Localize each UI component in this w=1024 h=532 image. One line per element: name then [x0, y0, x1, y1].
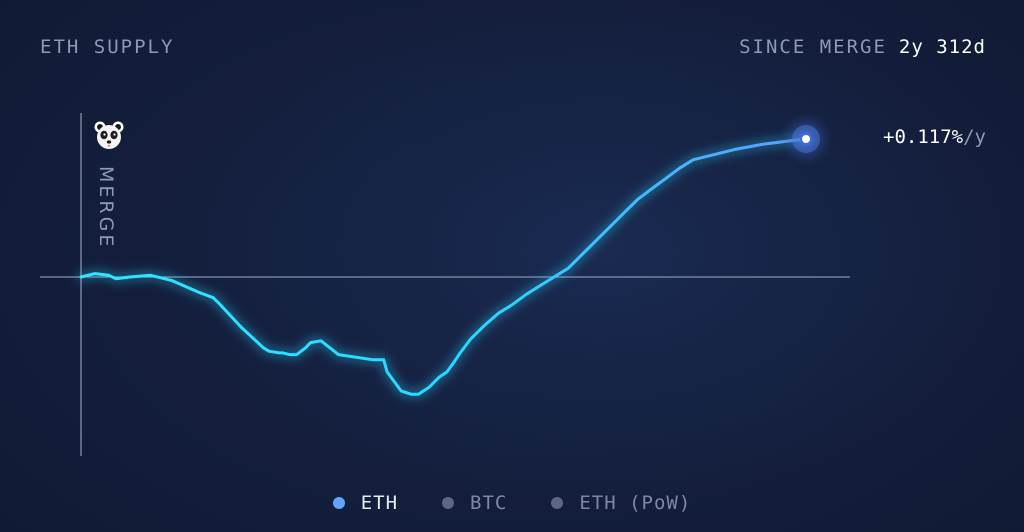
eth-data-point — [525, 293, 527, 295]
since-merge-value: 2y 312d — [898, 36, 986, 58]
eth-data-point — [386, 371, 388, 373]
legend-item-btc[interactable]: BTC — [442, 492, 507, 514]
eth-data-point — [762, 143, 764, 145]
legend-label-eth-pow: ETH (PoW) — [579, 492, 692, 514]
eth-supply-line-glow — [76, 134, 811, 399]
eth-data-point — [198, 291, 200, 293]
eth-data-point — [417, 393, 419, 395]
eth-data-point — [278, 352, 280, 354]
eth-data-point — [212, 297, 214, 299]
eth-data-point — [129, 276, 131, 278]
eth-dot-icon — [332, 497, 345, 509]
supply-growth-rate: +0.117%/y — [883, 126, 986, 148]
eth-data-point — [678, 167, 680, 169]
eth-data-point — [497, 312, 499, 314]
eth-data-point — [459, 352, 461, 354]
end-point-marker[interactable] — [800, 133, 812, 145]
eth-data-points — [80, 138, 807, 396]
eth-data-point — [94, 272, 96, 274]
eth-data-point — [623, 212, 625, 214]
eth-data-point — [428, 386, 430, 388]
since-merge-label: SINCE MERGE — [739, 36, 887, 58]
eth-data-point — [511, 303, 513, 305]
eth-data-point — [567, 267, 569, 269]
eth-data-point — [446, 371, 448, 373]
btc-dot-icon — [442, 497, 455, 509]
panda-icon — [94, 121, 124, 149]
time-frame-readout[interactable]: SINCE MERGE 2y 312d — [739, 36, 986, 58]
chart-legend: ETH BTC ETH (PoW) — [0, 492, 1024, 514]
eth-data-point — [692, 159, 694, 161]
eth-supply-line[interactable] — [79, 137, 808, 396]
eth-data-point — [706, 155, 708, 157]
chart-title: ETH SUPPLY — [40, 36, 175, 58]
legend-item-eth[interactable]: ETH — [332, 492, 399, 514]
eth-data-point — [452, 362, 454, 364]
eth-data-point — [400, 390, 402, 392]
eth-data-point — [602, 233, 604, 235]
merge-label: MERGE — [95, 166, 117, 249]
eth-data-point — [219, 303, 221, 305]
eth-data-point — [240, 326, 242, 328]
eth-data-point — [309, 341, 311, 343]
eth-data-point — [372, 359, 374, 361]
eth-data-point — [734, 148, 736, 150]
eth-data-point — [289, 353, 291, 355]
eth-pow-dot-icon — [551, 497, 564, 509]
eth-data-point — [262, 347, 264, 349]
eth-data-point — [320, 340, 322, 342]
rate-unit: /y — [963, 126, 986, 148]
eth-data-point — [636, 198, 638, 200]
eth-data-point — [149, 274, 151, 276]
legend-item-eth-pow[interactable]: ETH (PoW) — [551, 492, 691, 514]
eth-data-point — [410, 393, 412, 395]
eth-data-point — [539, 284, 541, 286]
eth-data-point — [469, 338, 471, 340]
eth-data-point — [483, 324, 485, 326]
eth-data-point — [268, 350, 270, 352]
eth-data-point — [296, 353, 298, 355]
eth-data-point — [108, 274, 110, 276]
eth-data-point — [553, 276, 555, 278]
eth-data-point — [80, 276, 82, 278]
legend-label-eth: ETH — [360, 492, 399, 514]
eth-data-point — [438, 376, 440, 378]
eth-data-point — [581, 253, 583, 255]
eth-data-point — [337, 353, 339, 355]
rate-value: +0.117% — [883, 126, 964, 148]
eth-data-point — [282, 352, 284, 354]
eth-data-point — [664, 178, 666, 180]
eth-data-point — [776, 141, 778, 143]
legend-label-btc: BTC — [470, 492, 508, 514]
eth-data-point — [115, 278, 117, 280]
eth-data-point — [650, 188, 652, 190]
eth-data-point — [305, 347, 307, 349]
eth-data-point — [170, 279, 172, 281]
eth-data-point — [383, 359, 385, 361]
